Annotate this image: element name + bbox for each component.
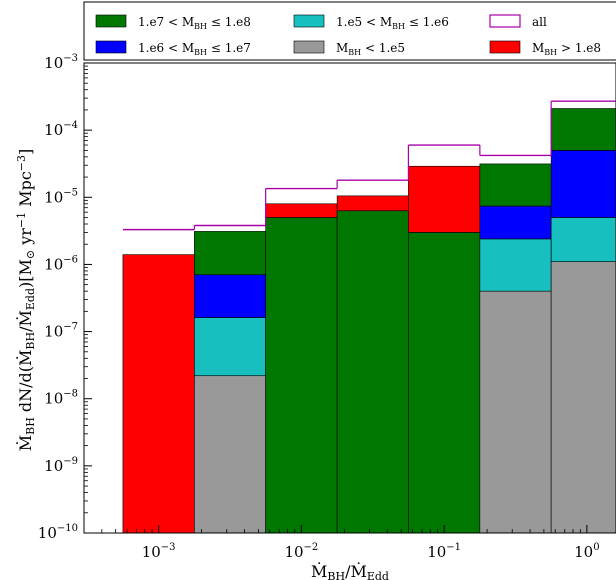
- legend-swatch-0: [95, 14, 127, 28]
- legend-label-3: 1.e6 < MBH ≤ 1.e7: [138, 41, 251, 57]
- all-outline-layer: [122, 100, 616, 231]
- bar-bin1-series1: [194, 317, 266, 377]
- legend-swatch-1: [293, 14, 325, 28]
- y-tick-label-2: 10−8: [44, 389, 78, 408]
- x-tick-label-0: 10−3: [142, 542, 176, 561]
- bar-bin4-series4: [408, 165, 481, 233]
- bar-bin2-series3: [265, 217, 338, 534]
- y-tick-label-0: 10−10: [38, 523, 78, 542]
- plot-frame: [83, 62, 616, 534]
- bar-bin1-series2: [194, 274, 266, 318]
- legend-label-2: all: [532, 15, 547, 29]
- bar-bin2-series4: [265, 203, 338, 218]
- bars-layer: [122, 108, 616, 534]
- x-tick-label-3: 100: [574, 542, 599, 561]
- x-tick-label-2: 10−1: [427, 542, 461, 561]
- legend-swatch-3: [95, 40, 127, 54]
- legend-label-1: 1.e5 < MBH ≤ 1.e6: [336, 15, 449, 31]
- y-tick-label-5: 10−5: [44, 187, 78, 206]
- bar-bin5-series3: [479, 163, 552, 207]
- legend-swatch-4: [293, 40, 325, 54]
- x-tick-label-1: 10−2: [284, 542, 318, 561]
- bar-bin6-series2: [550, 150, 616, 218]
- legend: 1.e7 < MBH ≤ 1.e8 1.e5 < MBH ≤ 1.e6 all 1.e…: [83, 1, 616, 61]
- y-axis-title-text: ṀBH dN/d(ṀBH/ṀEdd)[M⊙ yr−1 Mpc−3]: [15, 149, 37, 452]
- y-tick-label-1: 10−9: [44, 456, 78, 475]
- bar-bin5-series1: [479, 238, 552, 292]
- y-tick-label-6: 10−4: [44, 120, 78, 139]
- bar-bin4-series3: [408, 232, 481, 534]
- legend-swatch-2: [489, 14, 521, 28]
- x-axis-title: ṀBH/ṀEdd: [311, 561, 389, 580]
- bar-bin3-series4: [336, 195, 409, 212]
- y-axis-title: ṀBH dN/d(ṀBH/ṀEdd)[M⊙ yr−1 Mpc−3]: [15, 149, 37, 452]
- bar-bin1-series0: [194, 375, 266, 534]
- y-tick-label-4: 10−6: [44, 254, 78, 273]
- bar-bin5-series2: [479, 205, 552, 240]
- bar-bin6-series0: [550, 261, 616, 534]
- x-axis-title-text: ṀBH/ṀEdd: [311, 561, 389, 580]
- legend-label-4: MBH < 1.e5: [336, 41, 405, 57]
- y-tick-label-3: 10−7: [44, 322, 78, 341]
- bar-bin6-series3: [550, 108, 616, 151]
- bar-bin0-series4: [122, 254, 195, 534]
- legend-label-0: 1.e7 < MBH ≤ 1.e8: [138, 15, 251, 31]
- bar-bin1-series3: [194, 231, 266, 276]
- legend-box: [83, 1, 616, 61]
- y-tick-label-7: 10−3: [44, 53, 78, 72]
- legend-label-5: MBH > 1.e8: [532, 41, 601, 57]
- bar-bin6-series1: [550, 217, 616, 262]
- bar-bin3-series3: [336, 210, 409, 534]
- ticks-layer: 10−10 10−9 10−8 10−7 10−6 10−5 10−4 10−3 10−3 10−…: [38, 53, 600, 561]
- legend-swatch-5: [489, 40, 521, 54]
- bar-bin5-series0: [479, 290, 552, 534]
